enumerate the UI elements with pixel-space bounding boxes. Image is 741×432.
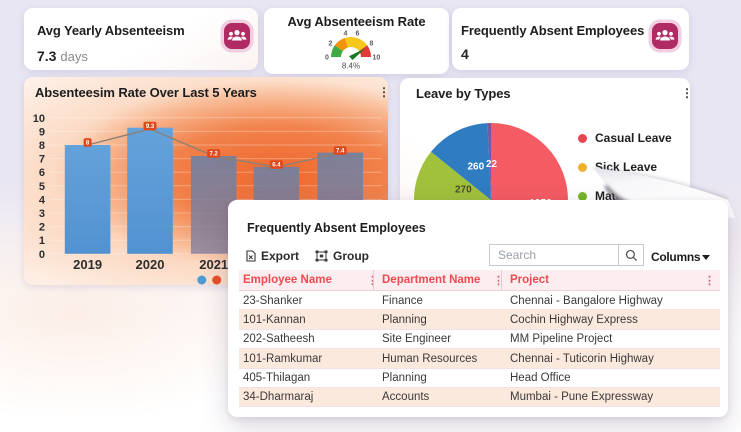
svg-text:260: 260 [467,162,484,173]
svg-text:0: 0 [39,249,45,261]
svg-text:7: 7 [39,154,45,166]
svg-text:4: 4 [39,194,46,206]
svg-text:270: 270 [455,185,472,196]
svg-text:5: 5 [39,181,45,193]
svg-text:0: 0 [325,54,329,61]
svg-text:6: 6 [356,31,360,38]
svg-text:22: 22 [486,159,498,170]
svg-text:6.4: 6.4 [272,163,281,169]
svg-text:8: 8 [370,41,374,48]
svg-text:1: 1 [39,235,45,247]
svg-text:2: 2 [329,41,333,48]
svg-text:7.2: 7.2 [210,152,219,158]
svg-text:10: 10 [373,55,381,62]
svg-text:3: 3 [39,208,45,220]
svg-text:7.4: 7.4 [336,149,345,155]
svg-text:9.3: 9.3 [146,124,155,130]
svg-text:8: 8 [86,141,90,147]
svg-text:2020: 2020 [136,257,165,272]
svg-text:8.4%: 8.4% [342,62,360,71]
svg-text:8: 8 [39,140,45,152]
svg-text:4: 4 [344,31,348,38]
svg-text:2019: 2019 [73,257,102,272]
svg-text:2: 2 [39,222,45,234]
svg-text:2021: 2021 [199,257,228,272]
svg-text:10: 10 [33,113,45,125]
svg-text:9: 9 [39,126,45,138]
svg-text:6: 6 [39,167,45,179]
